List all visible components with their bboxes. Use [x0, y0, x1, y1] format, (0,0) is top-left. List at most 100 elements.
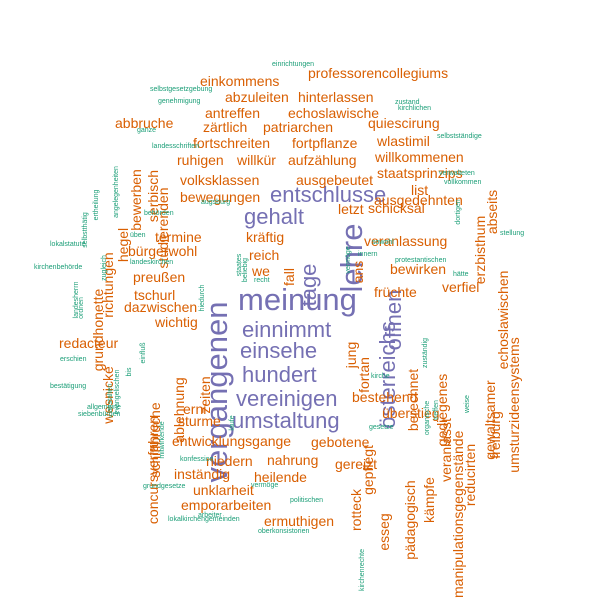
word-öffnen: öffnen: [381, 290, 406, 351]
word-inständig: inständig: [174, 466, 230, 482]
word-gebotene: gebotene: [311, 434, 370, 450]
word-behörden: behörden: [144, 210, 174, 217]
word-fall: fall: [281, 268, 297, 286]
word-meinung: meinung: [238, 282, 357, 317]
word-preußen: preußen: [133, 269, 185, 285]
word-ermuthigen: ermuthigen: [264, 513, 334, 529]
word-einsehe: einsehe: [240, 338, 317, 363]
word-zugleich: zugleich: [101, 255, 108, 281]
word-ausgebeutet: ausgebeutet: [296, 172, 373, 188]
word-hegel: hegel: [115, 228, 131, 262]
word-vergangenen: vergangenen: [199, 302, 234, 483]
word-tschurl: tschurl: [134, 287, 175, 303]
word-umsturzideensystems: umsturzideensystems: [506, 337, 522, 472]
word-dortigen: dortigen: [455, 199, 462, 224]
word-gediegenes: gediegenes: [434, 374, 450, 446]
word-verwalteten: verwalteten: [439, 170, 475, 177]
word-bewerben: bewerben: [128, 169, 144, 231]
word-grundgesetze: grundgesetze: [143, 483, 186, 490]
word-concursverfahren: concursverfahren: [145, 416, 161, 524]
word-landeskirchen: landeskirchen: [130, 259, 173, 266]
word-mitwirkende: mitwirkende: [159, 421, 166, 458]
word-hätte: hätte: [453, 271, 469, 278]
word-gereizt: gereizt: [335, 456, 377, 472]
word-vollkommen: vollkommen: [444, 179, 481, 186]
word-oberkonsistorien: oberkonsistorien: [258, 528, 309, 535]
word-freiburg: freiburg: [487, 411, 503, 458]
word-beliebig: beliebig: [242, 258, 249, 282]
word-bewegungen: bewegungen: [180, 189, 260, 205]
word-lokalstatute: lokalstatute: [50, 241, 86, 248]
word-erzbisthum: erzbisthum: [472, 216, 488, 284]
word-hiedurch: hiedurch: [199, 284, 206, 311]
word-schiffbruche: schiffbruche: [147, 402, 163, 477]
word-hundert: hundert: [242, 362, 317, 387]
word-zeiten: zeiten: [197, 376, 213, 413]
word-einfluß: einfluß: [140, 342, 147, 363]
word-konfession: konfession: [180, 456, 214, 463]
word-umstaltung: umstaltung: [232, 408, 340, 433]
word-ablehnung: ablehnung: [171, 377, 187, 442]
word-volksklassen: volksklassen: [180, 172, 259, 188]
word-organische: organische: [424, 401, 431, 435]
word-schicksal: schicksal: [368, 200, 425, 216]
word-echoslawische: echoslawische: [288, 105, 379, 121]
word-treffen: treffen: [433, 400, 440, 420]
word-politischen: politischen: [290, 497, 323, 504]
word-kirche: kirche: [371, 373, 390, 380]
word-kirchenrechte: kirchenrechte: [359, 549, 366, 591]
word-ans: ans: [350, 261, 366, 284]
word-pädagogisch: pädagogisch: [402, 480, 418, 559]
word-vermöge: vermöge: [345, 246, 352, 273]
word-allgemeine: allgemeine: [87, 404, 121, 411]
word-richtungen: richtungen: [100, 252, 116, 317]
word-professorencollegiums: professorencollegiums: [308, 65, 448, 81]
word-innern: innern: [358, 251, 378, 258]
word-einrichtungen: einrichtungen: [272, 61, 314, 68]
word-fortpflanze: fortpflanze: [292, 135, 358, 151]
word-wichtig: wichtig: [154, 314, 198, 330]
word-veranlassung: veranlassung: [364, 233, 447, 249]
word-willkommenen: willkommenen: [374, 149, 464, 165]
word-patriarchen: patriarchen: [263, 119, 333, 135]
word-serbisch: serbisch: [145, 170, 161, 222]
word-sowohl: sowohl: [372, 239, 394, 246]
word-entwicklungsgange: entwicklungsgange: [172, 433, 291, 449]
word-reducirten: reducirten: [462, 444, 478, 506]
word-kräftig: kräftig: [246, 229, 284, 245]
word-österreichs: österreichs: [375, 321, 400, 429]
word-bestätigung: bestätigung: [50, 383, 86, 390]
word-manipulationsgegenstände: manipulationsgegenstände: [450, 430, 466, 598]
word-quiescirung: quiescirung: [368, 115, 440, 131]
word-redacteur: redacteur: [59, 335, 118, 351]
word-gepflegt: gepflegt: [360, 445, 376, 495]
word-anstalten: anstalten: [107, 384, 114, 413]
word-niedern: niedern: [206, 453, 253, 469]
word-recht: recht: [254, 277, 270, 284]
word-verfiel: verfiel: [442, 279, 479, 295]
word-ertheilung: ertheilung: [93, 190, 100, 221]
word-selbstgesetzgebung: selbstgesetzgebung: [150, 86, 212, 93]
word-arbeiter: arbeiter: [198, 512, 222, 519]
word-einkommens: einkommens: [200, 73, 279, 89]
word-kirchenbehörde: kirchenbehörde: [34, 264, 82, 271]
word-wlastimil: wlastimil: [376, 133, 430, 149]
word-bürgerwohl: bürgerwohl: [128, 243, 197, 259]
word-rotteck: rotteck: [348, 488, 364, 531]
word-erni: erni: [183, 401, 206, 417]
word-termine: termine: [155, 229, 202, 245]
word-fortschreiten: fortschreiten: [193, 135, 270, 151]
word-vermöge: vermöge: [251, 482, 278, 489]
word-bestehend: bestehend: [352, 389, 417, 405]
word-aufzählung: aufzählung: [288, 152, 357, 168]
word-dazwischen: dazwischen: [124, 299, 197, 315]
word-bis: bis: [126, 367, 133, 376]
word-kirchlichen: kirchlichen: [398, 105, 431, 112]
word-staates: staates: [236, 253, 243, 276]
word-abseits: abseits: [484, 190, 500, 234]
word-studierenden: studierenden: [155, 188, 171, 269]
word-willkür: willkür: [236, 152, 276, 168]
word-unklarheit: unklarheit: [193, 482, 254, 498]
